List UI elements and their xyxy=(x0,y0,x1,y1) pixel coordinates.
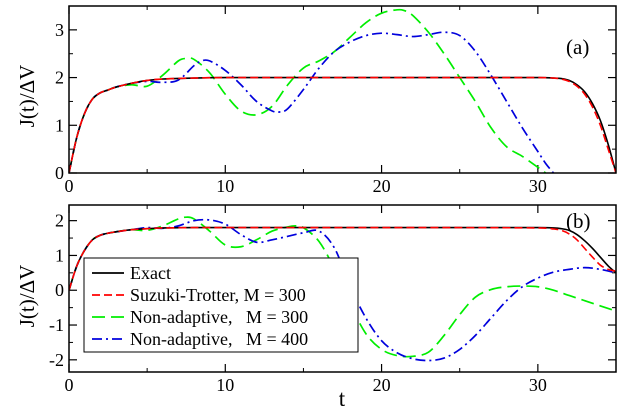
plot-frame-b xyxy=(68,204,617,373)
series-line-a-3 xyxy=(69,31,555,173)
legend-label-3: Non-adaptive, M = 400 xyxy=(130,329,308,349)
x-tick-label-b-0: 0 xyxy=(65,375,74,395)
x-tick-label-b-1: 10 xyxy=(216,375,234,395)
panel-b: 0 10 20 30 -2 -1 0 1 2 (b) J(t)/ΔV t ExactSuzuki… xyxy=(15,204,617,410)
series-group-b xyxy=(69,216,616,362)
y-tick-label-a-2: 2 xyxy=(55,68,64,88)
x-tick-label-b-2: 20 xyxy=(373,375,391,395)
panel-label-b: (b) xyxy=(566,209,591,233)
panel-label-a: (a) xyxy=(566,35,589,59)
tick-labels-b: 0 10 20 30 -2 -1 0 1 2 xyxy=(49,211,547,395)
y-tick-label-a-1: 1 xyxy=(55,115,64,135)
y-tick-label-b-3: 1 xyxy=(55,245,64,265)
y-tick-label-b-2: 0 xyxy=(55,280,64,300)
legend-label-0: Exact xyxy=(130,263,171,283)
legend-label-1: Suzuki-Trotter, M = 300 xyxy=(130,285,306,305)
x-tick-label-a-1: 10 xyxy=(216,176,234,196)
y-tick-label-b-0: -2 xyxy=(49,350,64,370)
y-tick-label-b-1: -1 xyxy=(49,315,64,335)
y-tick-label-a-3: 3 xyxy=(55,20,64,40)
series-line-a-0 xyxy=(69,76,616,173)
x-axis-label: t xyxy=(339,386,346,410)
x-tick-label-a-3: 30 xyxy=(529,176,547,196)
y-axis-label-b: J(t)/ΔV xyxy=(15,265,39,328)
series-line-a-2 xyxy=(69,8,547,173)
y-axis-label-a: J(t)/ΔV xyxy=(15,65,39,128)
legend-label-2: Non-adaptive, M = 300 xyxy=(130,307,308,327)
x-tick-label-a-2: 20 xyxy=(373,176,391,196)
tick-labels-a: 0 10 20 30 0 1 2 3 xyxy=(55,20,547,196)
series-line-b-1 xyxy=(69,226,616,291)
series-line-a-1 xyxy=(69,76,616,173)
series-group-a xyxy=(69,8,616,173)
y-tick-label-b-4: 2 xyxy=(55,211,64,231)
plot-frame-a xyxy=(68,5,617,174)
panel-a: 0 10 20 30 0 1 2 3 (a) J(t)/ΔV xyxy=(15,5,617,196)
legend-box xyxy=(83,257,359,353)
y-tick-label-a-0: 0 xyxy=(55,163,64,183)
x-tick-label-b-3: 30 xyxy=(529,375,547,395)
tick-marks-a xyxy=(68,5,616,174)
x-tick-label-a-0: 0 xyxy=(65,176,74,196)
